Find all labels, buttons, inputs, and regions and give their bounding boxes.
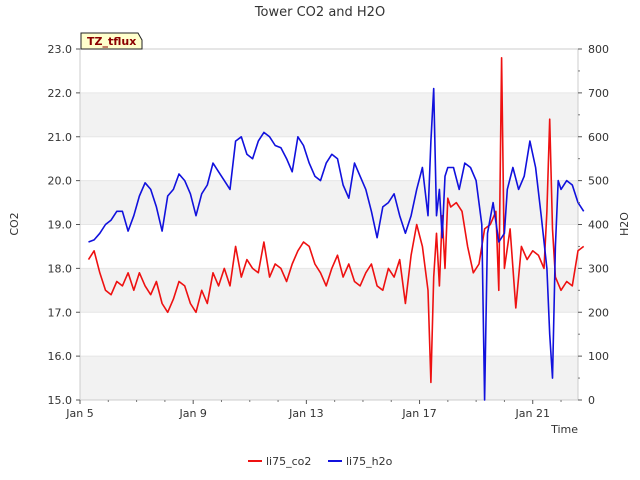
y-axis-left-label: CO2 — [8, 212, 21, 235]
x-tick-label: Jan 13 — [288, 407, 323, 420]
legend-label-co2: li75_co2 — [266, 455, 311, 468]
y-right-tick-label: 800 — [588, 43, 609, 56]
legend: li75_co2 li75_h2o — [248, 455, 393, 468]
site-badge-label: TZ_tflux — [87, 35, 136, 48]
y-left-tick-label: 18.0 — [48, 262, 73, 275]
y-right-tick-label: 0 — [588, 394, 595, 407]
series-layer — [87, 56, 585, 401]
site-badge: TZ_tflux — [80, 32, 143, 50]
right-y-axis: 0 100 200 300 400 500 600 700 800 — [578, 43, 609, 407]
legend-label-h2o: li75_h2o — [346, 455, 393, 468]
y-left-tick-label: 23.0 — [48, 43, 73, 56]
chart-title: Tower CO2 and H2O — [254, 5, 385, 20]
y-axis-right-label: H2O — [618, 212, 631, 236]
series-line-li75_h2o — [88, 87, 585, 401]
left-y-axis: 15.0 16.0 17.0 18.0 19.0 20.0 21.0 22.0 23.0 — [48, 43, 80, 407]
x-tick-label: Jan 5 — [65, 407, 93, 420]
y-left-tick-label: 20.0 — [48, 175, 73, 188]
y-left-tick-label: 16.0 — [48, 350, 73, 363]
x-tick-label: Jan 9 — [178, 407, 206, 420]
y-right-tick-label: 100 — [588, 350, 609, 363]
y-right-tick-label: 400 — [588, 219, 609, 232]
y-right-tick-label: 700 — [588, 87, 609, 100]
y-left-tick-label: 21.0 — [48, 131, 73, 144]
y-left-tick-label: 15.0 — [48, 394, 73, 407]
y-right-tick-label: 300 — [588, 262, 609, 275]
x-tick-label: Jan 21 — [515, 407, 550, 420]
y-right-tick-label: 500 — [588, 175, 609, 188]
x-tick-label: Jan 17 — [401, 407, 436, 420]
grid-band — [80, 356, 578, 400]
x-axis: Jan 5 Jan 9 Jan 13 Jan 17 Jan 21 — [65, 400, 562, 420]
y-left-tick-label: 19.0 — [48, 219, 73, 232]
x-axis-label: Time — [550, 423, 578, 436]
y-right-tick-label: 200 — [588, 306, 609, 319]
grid-band — [80, 92, 578, 137]
y-left-tick-label: 17.0 — [48, 306, 73, 319]
y-left-tick-label: 22.0 — [48, 87, 73, 100]
series-line-li75_co2 — [87, 56, 585, 384]
y-right-tick-label: 600 — [588, 131, 609, 144]
